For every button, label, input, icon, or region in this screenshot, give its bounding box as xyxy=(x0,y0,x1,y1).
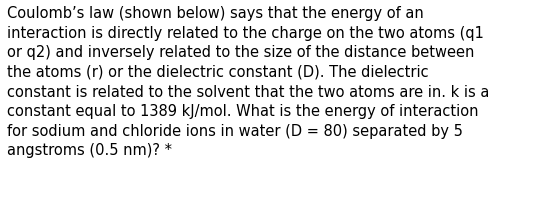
Text: Coulomb’s law (shown below) says that the energy of an
interaction is directly r: Coulomb’s law (shown below) says that th… xyxy=(7,6,489,158)
